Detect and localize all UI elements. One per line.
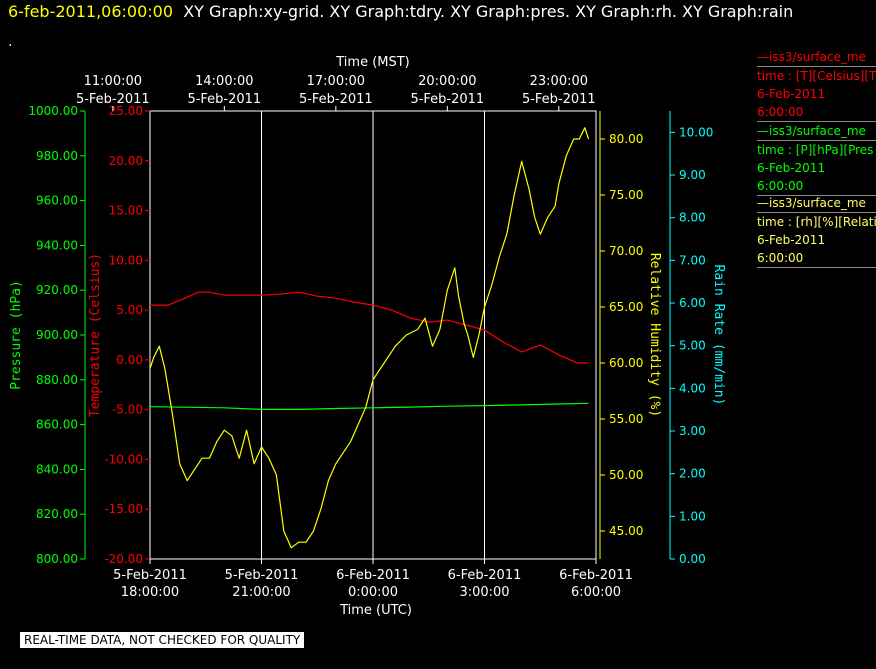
legend-temperature-date: 6-Feb-2011 (757, 87, 826, 101)
x-bottom-tick-time: 18:00:00 (121, 585, 179, 600)
temp-tick-label: -10.00 (104, 452, 143, 466)
legend-temperature-variable: time : [T][Celsius][T (757, 69, 876, 83)
x-top-tick-date: 5-Feb-2011 (410, 92, 484, 107)
x-top-tick-time: 14:00:00 (195, 74, 253, 89)
x-bottom-tick-date: 6-Feb-2011 (559, 568, 633, 583)
x-bottom-tick-date: 5-Feb-2011 (225, 568, 299, 583)
rain-tick-label: 2.00 (679, 467, 706, 481)
x-top-tick-time: 23:00:00 (530, 74, 588, 89)
x-top-tick-time: 17:00:00 (307, 74, 365, 89)
rh-tick-label: 75.00 (609, 188, 643, 202)
legend-humidity-variable: time : [rh][%][Relati (757, 215, 876, 229)
legend-pressure-variable: time : [P][hPa][Pres (757, 143, 874, 157)
rh-tick-label: 65.00 (609, 300, 643, 314)
legend-humidity[interactable]: —iss3/surface_me time : [rh][%][Relati 6… (757, 194, 876, 268)
graph-list: XY Graph:xy-grid. XY Graph:tdry. XY Grap… (183, 2, 794, 21)
rain-tick-label: 7.00 (679, 253, 706, 267)
legend-humidity-time: 6:00:00 (757, 249, 876, 268)
rh-tick-label: 50.00 (609, 468, 643, 482)
legend-pressure-source: —iss3/surface_me (757, 122, 876, 141)
temp-tick-label: 20.00 (109, 154, 143, 168)
x-top-axis-label: Time (MST) (335, 55, 410, 70)
pres-tick-label: 820.00 (36, 507, 78, 521)
rain-tick-label: 10.00 (679, 125, 713, 139)
temp-tick-label: 10.00 (109, 253, 143, 267)
rain-tick-label: 3.00 (679, 424, 706, 438)
graph-title-bar: 6-feb-2011,06:00:00 XY Graph:xy-grid. XY… (8, 2, 793, 21)
x-bottom-tick-date: 6-Feb-2011 (448, 568, 522, 583)
legend-temperature[interactable]: —iss3/surface_me time : [T][Celsius][T 6… (757, 48, 876, 122)
rain-tick-label: 0.00 (679, 552, 706, 566)
title-dot: . (8, 34, 13, 50)
pres-axis-label: Pressure (hPa) (9, 280, 24, 390)
rh-tick-label: 45.00 (609, 524, 643, 538)
temp-tick-label: 5.00 (116, 303, 143, 317)
temp-tick-label: 25.00 (109, 104, 143, 118)
x-top-tick-date: 5-Feb-2011 (522, 92, 596, 107)
temp-tick-label: -20.00 (104, 552, 143, 566)
temp-tick-label: 15.00 (109, 204, 143, 218)
x-top-tick-time: 20:00:00 (418, 74, 476, 89)
pres-tick-label: 860.00 (36, 418, 78, 432)
x-bottom-axis-label: Time (UTC) (339, 603, 412, 618)
x-bottom-tick-time: 0:00:00 (348, 585, 398, 600)
temp-tick-label: -15.00 (104, 502, 143, 516)
legend-pressure-date: 6-Feb-2011 (757, 161, 826, 175)
pres-tick-label: 840.00 (36, 462, 78, 476)
x-top-tick-date: 5-Feb-2011 (299, 92, 373, 107)
x-top-tick-time: 11:00:00 (84, 74, 142, 89)
legend-pressure-time: 6:00:00 (757, 177, 876, 196)
graph-timestamp: 6-feb-2011,06:00:00 (8, 2, 174, 21)
rain-axis-label: Rain Rate (mm/min) (711, 265, 726, 406)
pres-tick-label: 920.00 (36, 283, 78, 297)
rain-tick-label: 9.00 (679, 168, 706, 182)
pres-tick-label: 800.00 (36, 552, 78, 566)
pres-series-line (149, 402, 589, 410)
pres-tick-label: 900.00 (36, 328, 78, 342)
rh-tick-label: 70.00 (609, 244, 643, 258)
rh-tick-label: 80.00 (609, 132, 643, 146)
rain-tick-label: 6.00 (679, 296, 706, 310)
x-bottom-tick-date: 5-Feb-2011 (113, 568, 187, 583)
pres-tick-label: 1000.00 (28, 104, 78, 118)
x-bottom-tick-time: 6:00:00 (571, 585, 621, 600)
temp-tick-label: -5.00 (112, 403, 143, 417)
rain-tick-label: 4.00 (679, 381, 706, 395)
rain-tick-label: 5.00 (679, 339, 706, 353)
temp-tick-label: 0.00 (116, 353, 143, 367)
pres-tick-label: 980.00 (36, 149, 78, 163)
rh-tick-label: 55.00 (609, 412, 643, 426)
legend-temperature-source: —iss3/surface_me (757, 48, 876, 67)
legend-pressure[interactable]: —iss3/surface_me time : [P][hPa][Pres 6-… (757, 122, 876, 196)
x-bottom-tick-time: 21:00:00 (232, 585, 290, 600)
rh-tick-label: 60.00 (609, 356, 643, 370)
x-bottom-tick-time: 3:00:00 (459, 585, 509, 600)
rain-tick-label: 1.00 (679, 509, 706, 523)
quality-disclaimer: REAL-TIME DATA, NOT CHECKED FOR QUALITY (20, 632, 305, 648)
rh-axis-label: Relative Humidity (%) (647, 253, 662, 417)
legend-humidity-source: —iss3/surface_me (757, 194, 876, 213)
legend-humidity-date: 6-Feb-2011 (757, 233, 826, 247)
x-bottom-tick-date: 6-Feb-2011 (336, 568, 410, 583)
rh-series-line (149, 127, 590, 549)
pres-tick-label: 880.00 (36, 373, 78, 387)
rain-tick-label: 8.00 (679, 211, 706, 225)
pres-tick-label: 940.00 (36, 238, 78, 252)
temp-series-line (150, 291, 589, 364)
x-top-tick-date: 5-Feb-2011 (76, 92, 150, 107)
x-top-tick-date: 5-Feb-2011 (187, 92, 261, 107)
pres-tick-label: 960.00 (36, 194, 78, 208)
temp-axis-label: Temperature (Celsius) (88, 253, 103, 417)
legend-temperature-time: 6:00:00 (757, 103, 876, 122)
